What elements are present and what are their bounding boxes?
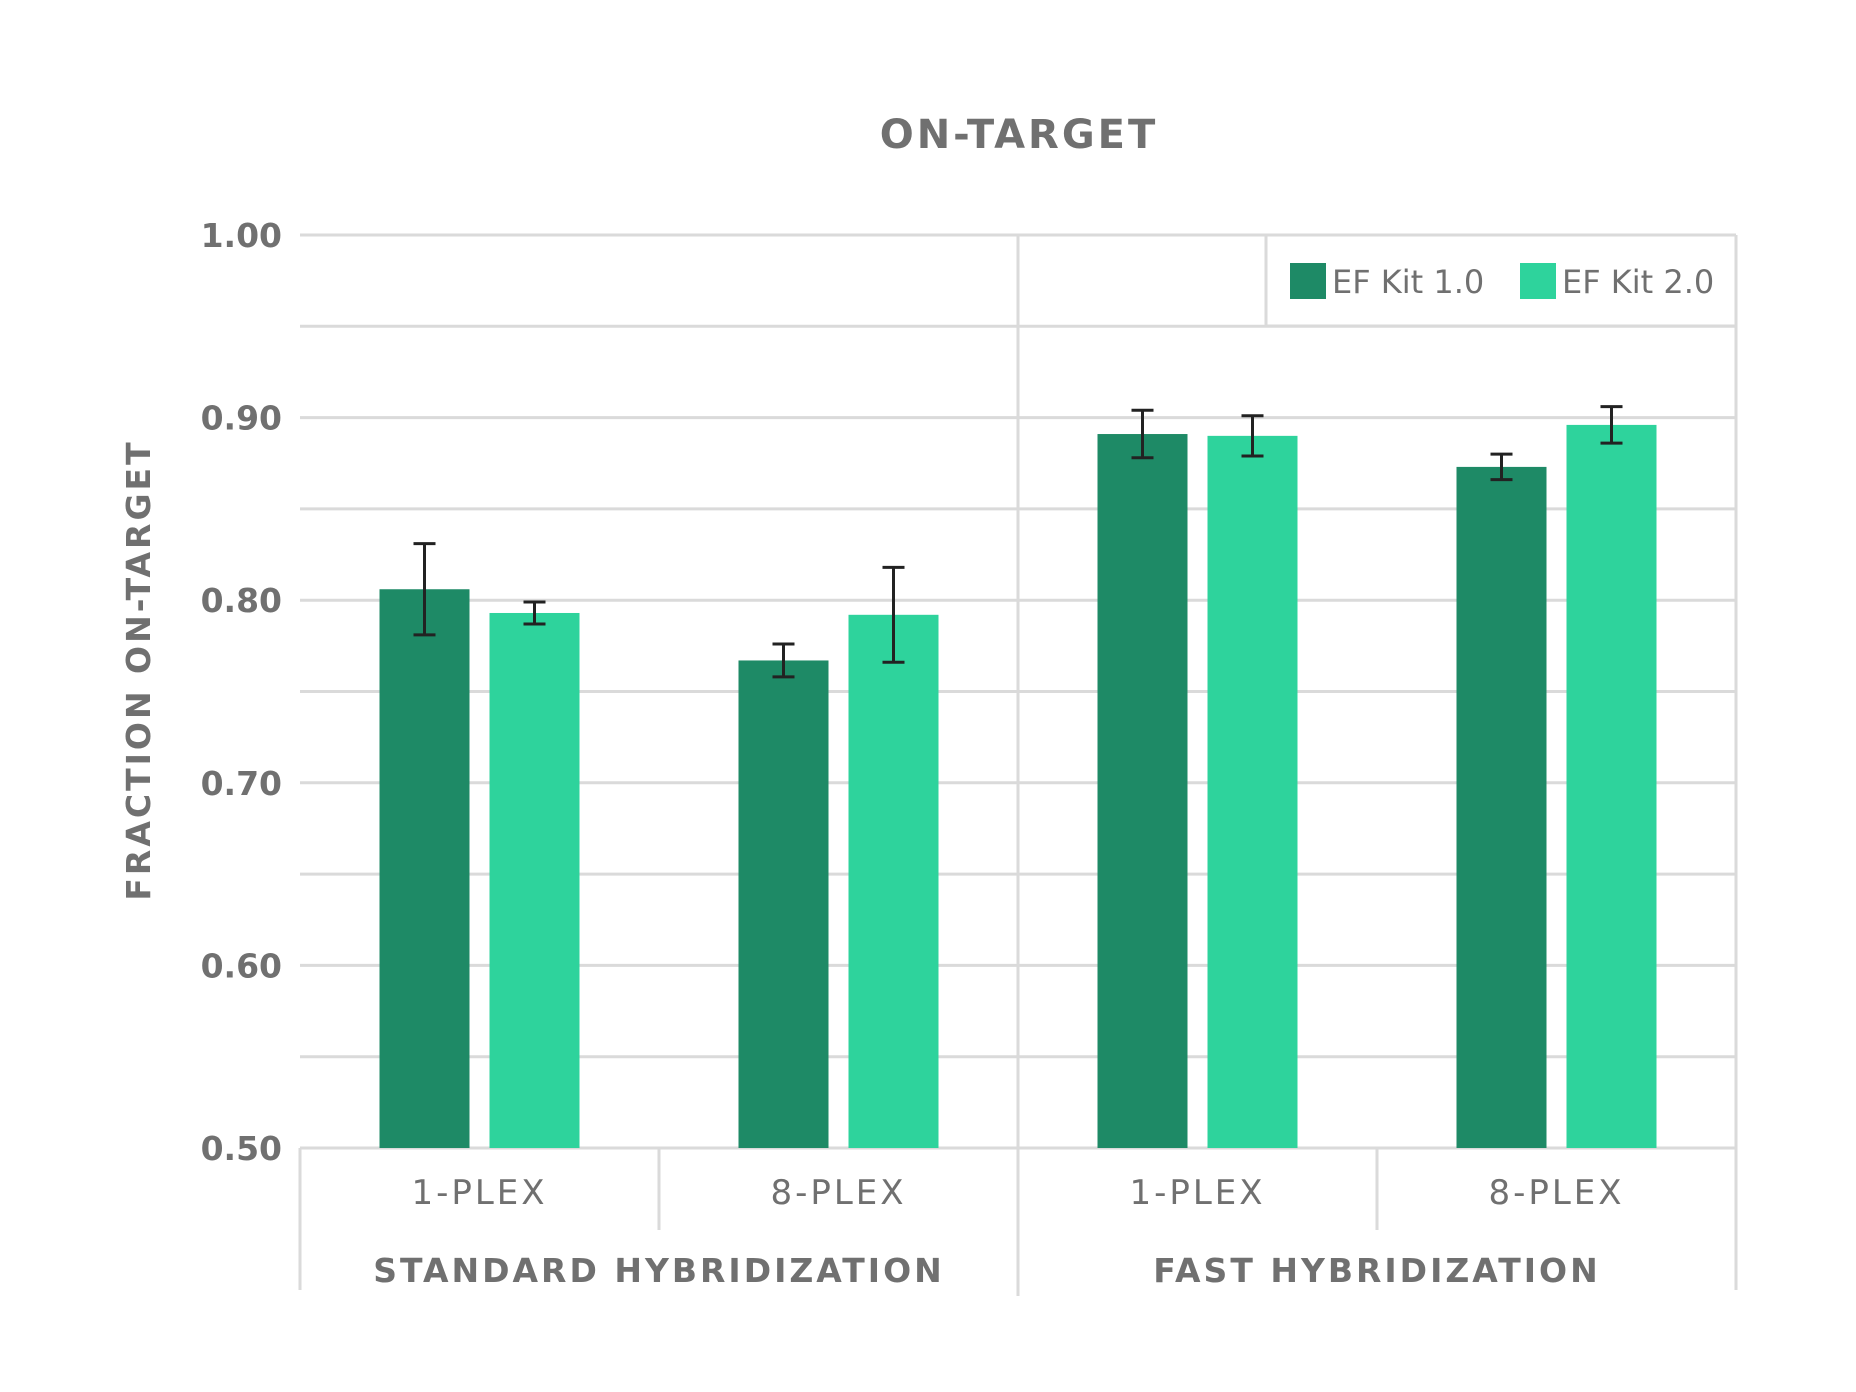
bar	[1097, 434, 1188, 1148]
x-axis: 1-PLEX 8-PLEX 1-PLEX 8-PLEX STANDARD HYBRIDI…	[373, 1148, 1624, 1290]
bar	[1456, 466, 1547, 1149]
bar	[1566, 424, 1657, 1148]
bar	[848, 614, 939, 1148]
group-label: FAST HYBRIDIZATION	[1153, 1251, 1600, 1290]
bar	[379, 589, 470, 1148]
y-tick-label: 0.50	[201, 1129, 282, 1168]
legend-swatch	[1290, 263, 1326, 299]
legend-label: EF Kit 2.0	[1562, 263, 1714, 301]
y-tick-label: 0.70	[201, 764, 282, 803]
y-tick-label: 0.60	[201, 946, 282, 985]
group-label: STANDARD HYBRIDIZATION	[373, 1251, 945, 1290]
x-tick-label: 8-PLEX	[1488, 1173, 1624, 1213]
x-tick-label: 8-PLEX	[770, 1173, 906, 1213]
bar	[738, 660, 829, 1148]
error-bars	[413, 405, 1623, 679]
bar	[1207, 435, 1298, 1148]
chart-title: ON-TARGET	[880, 112, 1159, 158]
y-tick-label: 1.00	[201, 216, 282, 255]
y-tick-label: 0.80	[201, 581, 282, 620]
y-tick-labels: 1.00 0.90 0.80 0.70 0.60 0.50	[201, 216, 282, 1168]
bar	[489, 612, 580, 1148]
x-tick-label: 1-PLEX	[411, 1173, 547, 1213]
legend: EF Kit 1.0 EF Kit 2.0	[1264, 235, 1736, 328]
legend-label: EF Kit 1.0	[1332, 263, 1484, 301]
y-axis-label: FRACTION ON-TARGET	[119, 439, 158, 900]
x-tick-label: 1-PLEX	[1129, 1173, 1265, 1213]
bars	[379, 424, 1657, 1149]
legend-swatch	[1520, 263, 1556, 299]
y-tick-label: 0.90	[201, 399, 282, 438]
